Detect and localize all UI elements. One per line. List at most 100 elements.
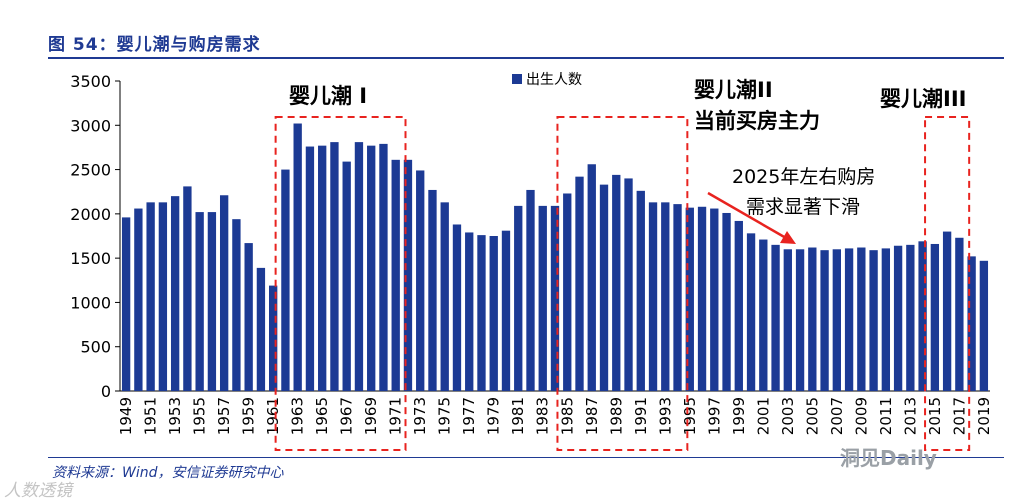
label-wave3: 婴儿潮III — [880, 87, 966, 111]
bar-2015 — [930, 243, 940, 391]
bar-1966 — [330, 142, 339, 391]
bar-1981 — [514, 205, 523, 391]
x-tick-label: 1999 — [730, 397, 748, 435]
watermark-left: 人数透镜 — [4, 481, 72, 501]
label-wave1: 婴儿潮 I — [289, 84, 367, 108]
x-tick-label: 1949 — [117, 397, 135, 435]
bar-1993 — [661, 202, 670, 391]
bar-1971 — [391, 159, 400, 391]
baby-boom-box-3 — [924, 116, 971, 451]
bar-1996 — [697, 206, 707, 391]
x-tick-label: 1959 — [240, 397, 258, 435]
bar-2007 — [832, 249, 841, 391]
bar-1992 — [648, 202, 658, 391]
legend-swatch — [512, 74, 522, 84]
x-tick-label: 2015 — [926, 397, 944, 435]
bar-2016 — [942, 231, 952, 391]
bar-1978 — [477, 235, 486, 391]
title-divider — [48, 57, 1004, 59]
bar-1974 — [428, 189, 437, 391]
baby-boom-box-2 — [556, 116, 689, 451]
bar-1955 — [195, 212, 204, 391]
y-tick-label: 2000 — [70, 205, 111, 224]
x-tick-label: 2019 — [975, 397, 993, 435]
x-tick-label: 1979 — [485, 397, 503, 435]
bar-1972 — [403, 159, 413, 391]
y-tick-label: 1500 — [70, 249, 111, 268]
bar-1984 — [550, 205, 560, 391]
bar-1989 — [612, 174, 621, 391]
x-tick-label: 1971 — [387, 397, 405, 435]
bar-2013 — [906, 244, 915, 391]
bar-1986 — [575, 176, 584, 391]
bar-2009 — [857, 247, 866, 391]
x-tick-label: 1975 — [436, 397, 454, 435]
source-note: 资料来源：Wind，安信证券研究中心 — [52, 465, 284, 481]
note-line-1: 2025年左右购房 — [732, 166, 875, 188]
annotation-boxes — [274, 116, 971, 451]
bar-1985 — [563, 193, 572, 391]
bar-1969 — [367, 145, 376, 391]
bar-1968 — [354, 142, 364, 391]
bar-2004 — [795, 249, 805, 391]
x-tick-label: 1965 — [313, 397, 331, 435]
bar-1953 — [170, 196, 180, 391]
bar-1960 — [256, 267, 266, 391]
bar-2002 — [771, 244, 780, 391]
x-tick-label: 1967 — [338, 397, 356, 435]
bar-1995 — [685, 207, 694, 391]
bar-1980 — [501, 230, 511, 391]
x-tick-label: 1963 — [289, 397, 307, 435]
x-tick-label: 1993 — [656, 397, 674, 435]
x-tick-label: 2017 — [950, 397, 968, 435]
bar-1973 — [416, 170, 425, 391]
footer-divider — [48, 457, 1004, 458]
label-wave2: 婴儿潮II — [694, 78, 773, 102]
x-tick-label: 1977 — [460, 397, 478, 435]
baby-boom-box-1 — [274, 116, 407, 451]
axis-layer: 0 500 1000 1500 2000 2500 3000 3500 1949 1951 1953… — [70, 72, 993, 435]
bar-2011 — [881, 248, 891, 391]
bar-1970 — [379, 143, 388, 391]
x-tick-label: 1961 — [264, 397, 282, 435]
x-tick-label: 1951 — [142, 397, 160, 435]
bar-2017 — [955, 237, 964, 391]
bar-1957 — [219, 195, 229, 391]
note-line-2: 需求显著下滑 — [746, 196, 860, 218]
x-tick-label: 2003 — [779, 397, 797, 435]
bar-series — [121, 123, 989, 391]
x-tick-label: 2011 — [877, 397, 895, 435]
bar-1977 — [465, 232, 474, 391]
bar-1954 — [183, 186, 192, 391]
bar-1967 — [342, 161, 351, 391]
x-tick-label: 1991 — [632, 397, 650, 435]
x-tick-label: 2009 — [852, 397, 870, 435]
bar-1999 — [734, 220, 743, 391]
bar-2005 — [808, 247, 817, 391]
x-tick-label: 1987 — [583, 397, 601, 435]
bar-1976 — [452, 224, 462, 391]
x-tick-label: 2007 — [828, 397, 846, 435]
x-tick-label: 1955 — [191, 397, 209, 435]
bar-1979 — [489, 236, 498, 391]
bar-1950 — [134, 208, 143, 391]
x-tick-label: 2013 — [901, 397, 919, 435]
bar-1952 — [158, 202, 168, 391]
y-tick-label: 3000 — [70, 116, 111, 135]
x-tick-label: 1997 — [705, 397, 723, 435]
bar-1965 — [318, 145, 327, 391]
x-tick-label: 1985 — [558, 397, 576, 435]
x-tick-label: 1983 — [534, 397, 552, 435]
bar-1958 — [232, 219, 241, 391]
bar-2019 — [979, 260, 989, 391]
bar-1961 — [269, 285, 278, 391]
x-tick-label: 1953 — [166, 397, 184, 435]
bar-1988 — [599, 184, 609, 391]
bar-2000 — [746, 233, 756, 391]
x-tick-label: 1989 — [607, 397, 625, 435]
y-tick-label: 500 — [80, 338, 111, 357]
x-tick-label: 1957 — [215, 397, 233, 435]
y-tick-label: 1000 — [70, 293, 111, 312]
legend-label: 出生人数 — [526, 72, 582, 88]
x-tick-label: 2001 — [754, 397, 772, 435]
